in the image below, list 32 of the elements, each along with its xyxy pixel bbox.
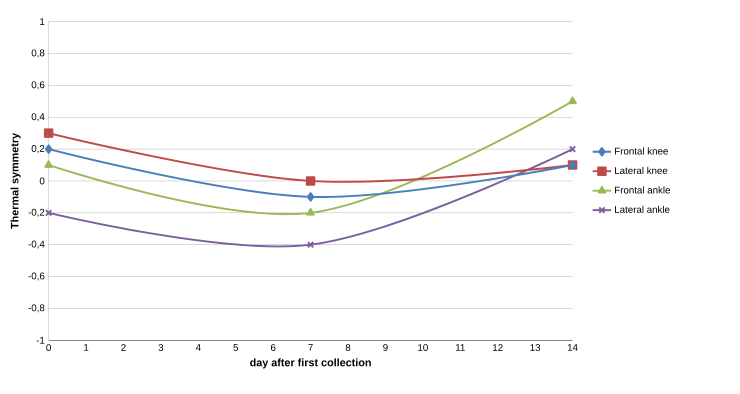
x-tick-label: 0 [46, 344, 51, 351]
y-tick-label: 1 [40, 18, 44, 25]
y-tick-label: -0,4 [28, 240, 45, 249]
x-tick-label: 9 [383, 344, 388, 351]
y-tick-label: -0,6 [28, 272, 44, 280]
x-tick-label: 10 [418, 344, 428, 351]
y-tick-label: 0,2 [32, 144, 44, 153]
legend-label: Lateral ankle [615, 206, 670, 213]
y-tick-label: -0,2 [28, 208, 44, 217]
y-tick-label: -1 [36, 336, 44, 344]
x-tick-label: 12 [493, 344, 503, 351]
y-tick-label: 0,4 [32, 113, 45, 122]
y-tick-label: 0,6 [32, 81, 44, 90]
x-tick-label: 6 [270, 344, 276, 351]
x-tick-label: 4 [196, 344, 201, 351]
x-tick-label: 7 [308, 344, 313, 351]
x-tick-label: 14 [568, 344, 578, 351]
x-tick-label: 13 [530, 344, 540, 351]
x-tick-label: 5 [233, 344, 238, 351]
y-tick-label: 0 [40, 177, 44, 184]
y-axis-title: Thermal symmetry [10, 132, 21, 229]
x-tick-label: 8 [346, 344, 350, 351]
x-tick-label: 2 [121, 344, 126, 351]
legend-label: Lateral knee [615, 166, 668, 174]
x-axis-title: day after first collection [250, 358, 371, 368]
x-tick-label: 3 [158, 344, 164, 351]
x-tick-label: 11 [456, 344, 465, 351]
y-tick-label: 0,8 [32, 49, 44, 58]
x-tick-label: 1 [84, 344, 88, 351]
legend-label: Frontal knee [615, 147, 668, 154]
legend-label: Frontal ankle [615, 186, 670, 194]
y-tick-label: -0,8 [28, 304, 44, 312]
